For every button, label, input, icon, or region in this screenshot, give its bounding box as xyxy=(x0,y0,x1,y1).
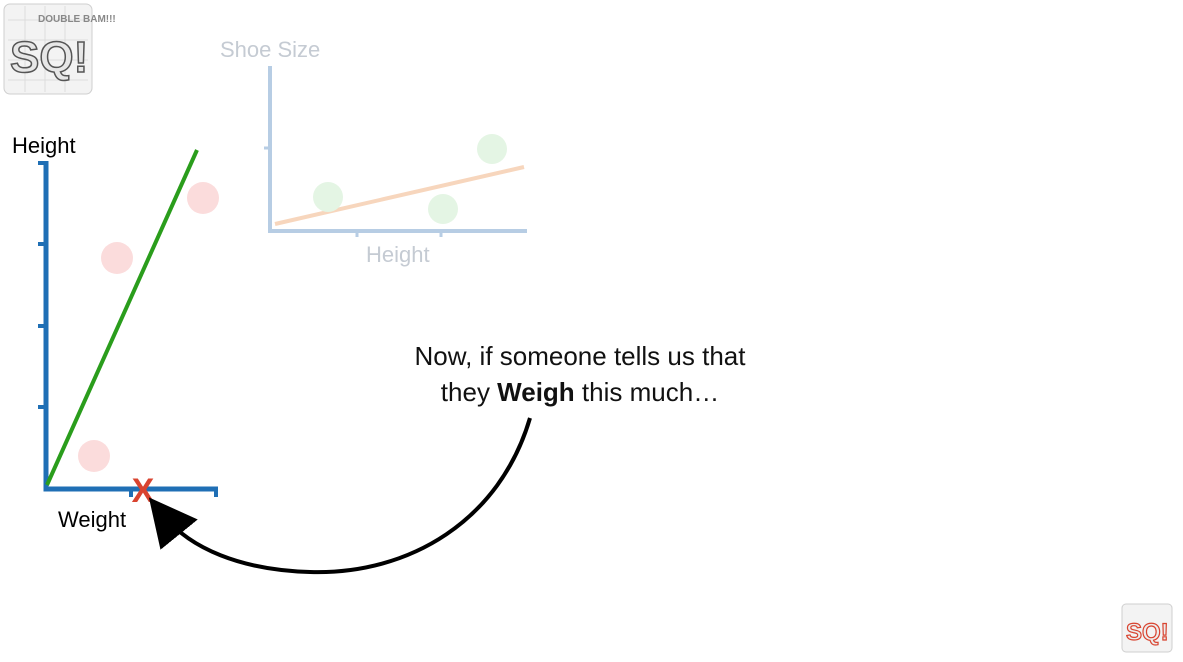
logo-badge-bottom-right: SQ! xyxy=(1121,603,1173,653)
logo-letters-small: SQ! xyxy=(1126,619,1169,646)
logo-badge-top-left: SQ! DOUBLE BAM!!! xyxy=(3,3,116,95)
caption-text: Now, if someone tells us that they Weigh… xyxy=(360,338,800,410)
main-plot: X Height Weight xyxy=(12,133,219,532)
main-plot-point xyxy=(187,182,219,214)
logo-tagline: DOUBLE BAM!!! xyxy=(38,14,116,25)
caption-line-2-post: this much… xyxy=(574,377,720,407)
weight-marker-x: X xyxy=(132,472,155,510)
main-plot-point xyxy=(78,440,110,472)
curved-arrow xyxy=(148,417,532,575)
faded-plot-point xyxy=(428,194,458,224)
faded-plot-fit-line xyxy=(274,165,525,226)
caption-bold-word: Weigh xyxy=(497,377,575,407)
caption-line-2: they Weigh this much… xyxy=(360,374,800,410)
caption-line-1: Now, if someone tells us that xyxy=(414,341,746,371)
faded-plot-point xyxy=(477,134,507,164)
faded-plot-point xyxy=(313,182,343,212)
main-plot-axes xyxy=(43,161,218,492)
main-plot-ylabel: Height xyxy=(12,133,76,158)
main-plot-fit-line xyxy=(45,149,199,486)
faded-plot: Shoe Size Height xyxy=(220,37,527,267)
faded-plot-ylabel: Shoe Size xyxy=(220,37,320,62)
caption-line-2-pre: they xyxy=(440,377,498,407)
logo-letters: SQ! xyxy=(10,33,88,82)
main-plot-point xyxy=(101,242,133,274)
main-plot-xlabel: Weight xyxy=(58,507,126,532)
faded-plot-xlabel: Height xyxy=(366,242,430,267)
